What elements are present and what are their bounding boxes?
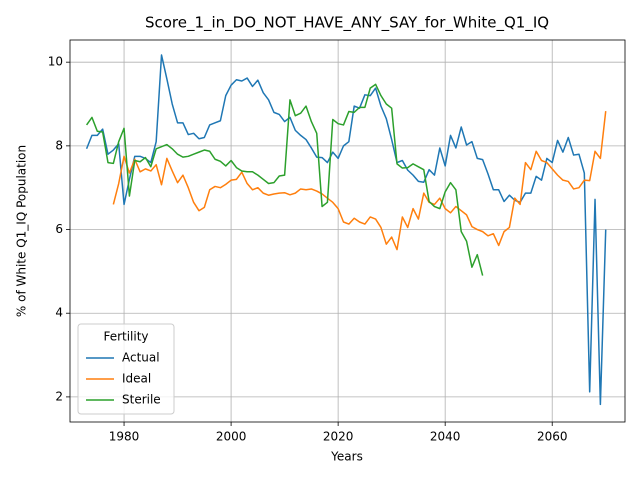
x-tick-label: 2000	[216, 430, 247, 444]
legend-label: Actual	[122, 351, 160, 365]
y-axis-label: % of White Q1_IQ Population	[15, 145, 29, 317]
line-series	[85, 54, 607, 406]
y-tick-label: 6	[55, 222, 63, 236]
line-series	[112, 111, 607, 251]
y-tick-label: 4	[55, 306, 63, 320]
plot-frame	[69, 39, 626, 423]
line-series	[85, 83, 484, 276]
y-tick-label: 8	[55, 138, 63, 152]
y-tick-label: 2	[55, 389, 63, 403]
x-tick-label: 1980	[109, 430, 140, 444]
x-tick-label: 2020	[323, 430, 354, 444]
x-axis-label: Years	[330, 450, 363, 464]
legend-box	[77, 323, 175, 415]
chart-title: Score_1_in_DO_NOT_HAVE_ANY_SAY_for_White…	[145, 14, 549, 33]
y-tick-label: 10	[48, 55, 63, 69]
x-tick-label: 2060	[537, 430, 568, 444]
legend-label: Ideal	[122, 372, 151, 386]
legend-title: Fertility	[103, 330, 148, 344]
x-tick-label: 2040	[430, 430, 461, 444]
legend-label: Sterile	[122, 393, 161, 407]
